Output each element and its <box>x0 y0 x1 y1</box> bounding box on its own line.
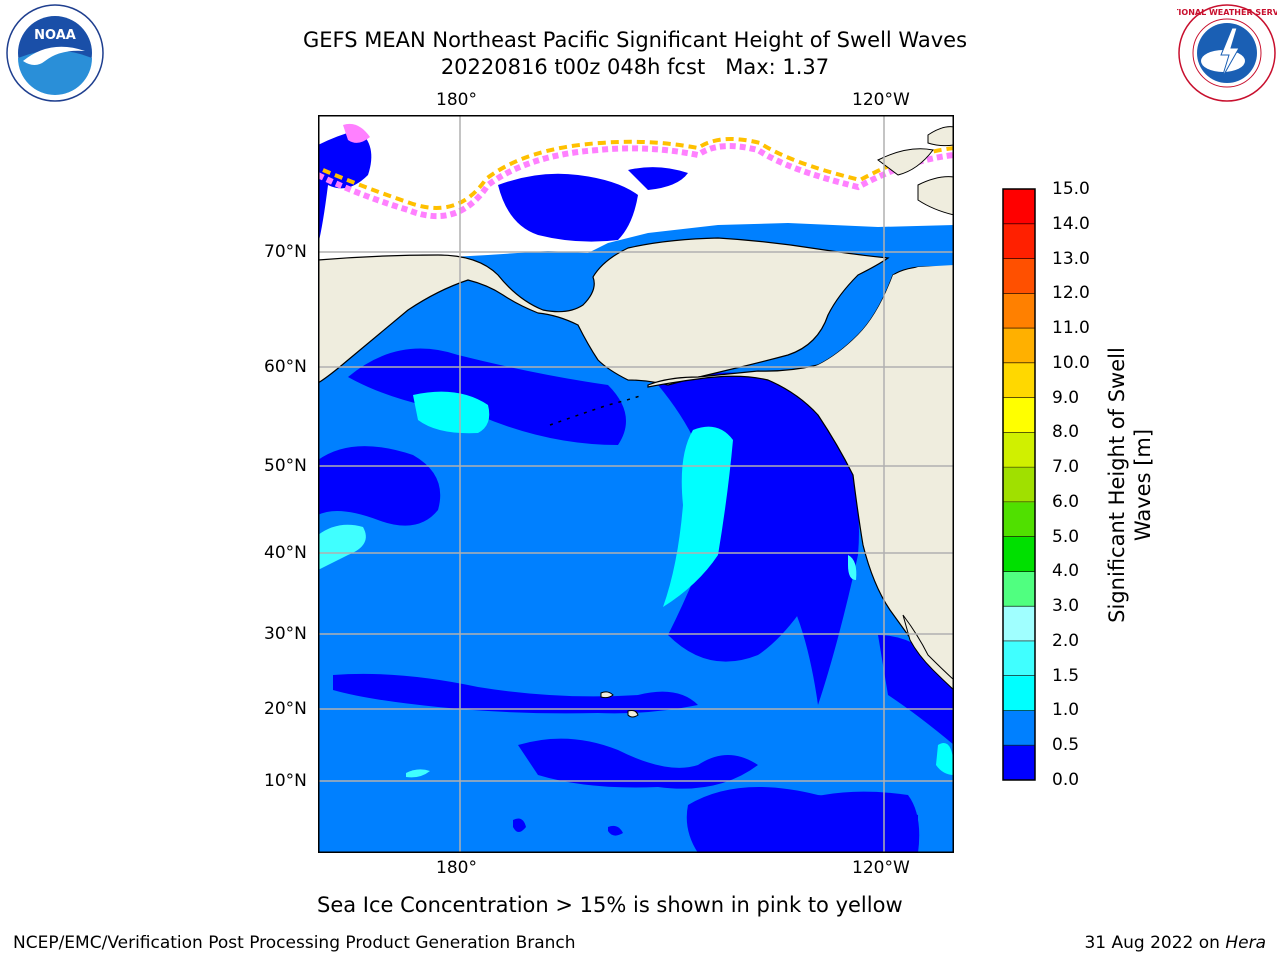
svg-text:NATIONAL WEATHER SERVICE: NATIONAL WEATHER SERVICE <box>1177 8 1277 17</box>
lat-label-30n: 30°N <box>264 624 307 644</box>
colorbar-tick-label: 13.0 <box>1052 248 1090 269</box>
footer-date: 31 Aug 2022 on Hera <box>1084 932 1266 954</box>
footer-credit: NCEP/EMC/Verification Post Processing Pr… <box>13 933 576 953</box>
colorbar-tick-label: 8.0 <box>1052 422 1080 443</box>
colorbar-tick-label: 15.0 <box>1052 179 1090 199</box>
colorbar-swatch <box>1003 606 1035 642</box>
nws-logo: NATIONAL WEATHER SERVICE <box>1177 4 1277 102</box>
colorbar-tick-label: 12.0 <box>1052 283 1090 304</box>
colorbar-swatch <box>1003 328 1035 364</box>
noaa-logo: NOAA <box>6 4 104 102</box>
colorbar-tick-label: 6.0 <box>1052 491 1080 512</box>
map-title: GEFS MEAN Northeast Pacific Significant … <box>302 28 968 52</box>
footer-host: Hera <box>1225 933 1266 953</box>
colorbar-tick-label: 0.0 <box>1052 770 1080 790</box>
lat-label-70n: 70°N <box>264 242 307 262</box>
colorbar-swatch <box>1003 501 1035 538</box>
colorbar-tick-label: 2.0 <box>1052 630 1080 651</box>
colorbar-tick-label: 5.0 <box>1052 526 1080 547</box>
colorbar-swatch <box>1003 432 1035 468</box>
footer-date-text: 31 Aug 2022 on <box>1084 933 1226 953</box>
colorbar-swatch <box>1003 258 1035 294</box>
lon-label-bottom-180: 180° <box>436 858 477 878</box>
map-subtitle: 20220816 t00z 048h fcst Max: 1.37 <box>440 55 830 79</box>
colorbar-tick-label: 4.0 <box>1052 561 1080 582</box>
colorbar-swatch <box>1003 640 1035 677</box>
colorbar-tick-label: 3.0 <box>1052 596 1080 617</box>
lon-label-bottom-120w: 120°W <box>852 858 910 878</box>
colorbar-tick-label: 7.0 <box>1052 457 1080 478</box>
colorbar-swatch <box>1003 467 1035 503</box>
colorbar-swatch <box>1003 745 1035 781</box>
lat-label-50n: 50°N <box>264 456 307 476</box>
colorbar-swatch <box>1003 362 1035 399</box>
colorbar-swatch <box>1003 189 1035 225</box>
lat-label-60n: 60°N <box>264 357 307 377</box>
lat-label-20n: 20°N <box>264 699 307 719</box>
colorbar-tick-label: 11.0 <box>1052 318 1090 339</box>
lat-label-10n: 10°N <box>264 771 307 791</box>
colorbar-tick-label: 1.0 <box>1052 700 1080 721</box>
colorbar-swatch <box>1003 710 1035 746</box>
colorbar-tick-label: 1.5 <box>1052 665 1080 686</box>
colorbar-swatch <box>1003 223 1035 260</box>
colorbar-swatch <box>1003 293 1035 329</box>
svg-text:NOAA: NOAA <box>34 28 76 43</box>
lon-label-top-120w: 120°W <box>852 90 910 110</box>
colorbar-swatch <box>1003 536 1035 572</box>
colorbar-tick-label: 9.0 <box>1052 387 1080 408</box>
colorbar-tick-label: 14.0 <box>1052 213 1090 234</box>
lon-label-top-180: 180° <box>436 90 477 110</box>
colorbar <box>1002 188 1036 781</box>
colorbar-swatch <box>1003 675 1035 711</box>
colorbar-swatch <box>1003 571 1035 607</box>
lat-label-40n: 40°N <box>264 543 307 563</box>
colorbar-tick-label: 0.5 <box>1052 735 1080 756</box>
map-panel <box>318 115 954 853</box>
colorbar-swatch <box>1003 397 1035 433</box>
sea-ice-note: Sea Ice Concentration > 15% is shown in … <box>317 893 903 917</box>
colorbar-label: Significant Height of Swell Waves [m] <box>1105 347 1155 623</box>
colorbar-tick-label: 10.0 <box>1052 352 1090 373</box>
